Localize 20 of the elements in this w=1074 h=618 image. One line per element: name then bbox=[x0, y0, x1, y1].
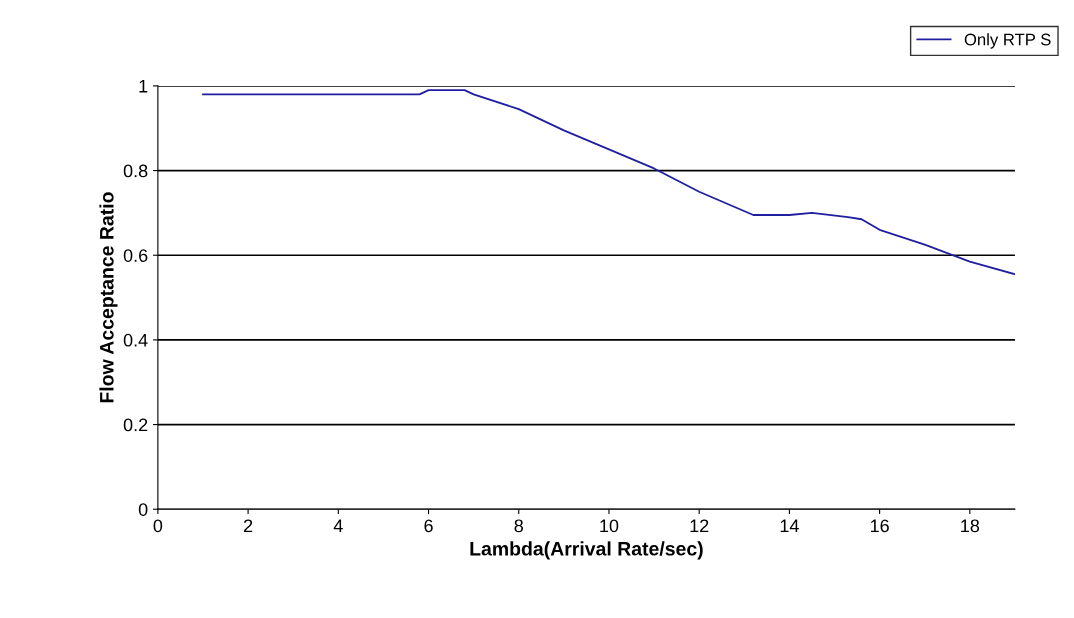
y-tick-label: 0 bbox=[138, 503, 148, 516]
x-tick-label: 18 bbox=[961, 519, 980, 533]
x-axis-title: Lambda(Arrival Rate/sec) bbox=[470, 541, 703, 560]
x-tick-label: 2 bbox=[243, 519, 253, 533]
x-tick-label: 12 bbox=[690, 519, 709, 533]
line-series bbox=[202, 89, 1015, 276]
x-tick-label: 8 bbox=[514, 519, 523, 533]
x-tick-label: 14 bbox=[780, 519, 799, 533]
y-tick-label: 0.6 bbox=[123, 249, 148, 262]
legend-label: Only RTP S bbox=[964, 33, 1051, 49]
y-tick-label: 1 bbox=[139, 80, 148, 93]
x-tick-label: 16 bbox=[870, 519, 889, 533]
x-tick-label: 10 bbox=[600, 519, 619, 533]
y-axis-title: Flow Acceptance Ratio bbox=[99, 192, 118, 403]
y-tick-label: 0.2 bbox=[123, 418, 148, 432]
x-tick-label: 6 bbox=[424, 519, 433, 533]
x-tick-label: 0 bbox=[153, 519, 163, 533]
y-tick-label: 0.4 bbox=[123, 333, 148, 347]
y-tick-label: 0.8 bbox=[123, 164, 148, 178]
x-tick-label: 4 bbox=[333, 519, 343, 533]
